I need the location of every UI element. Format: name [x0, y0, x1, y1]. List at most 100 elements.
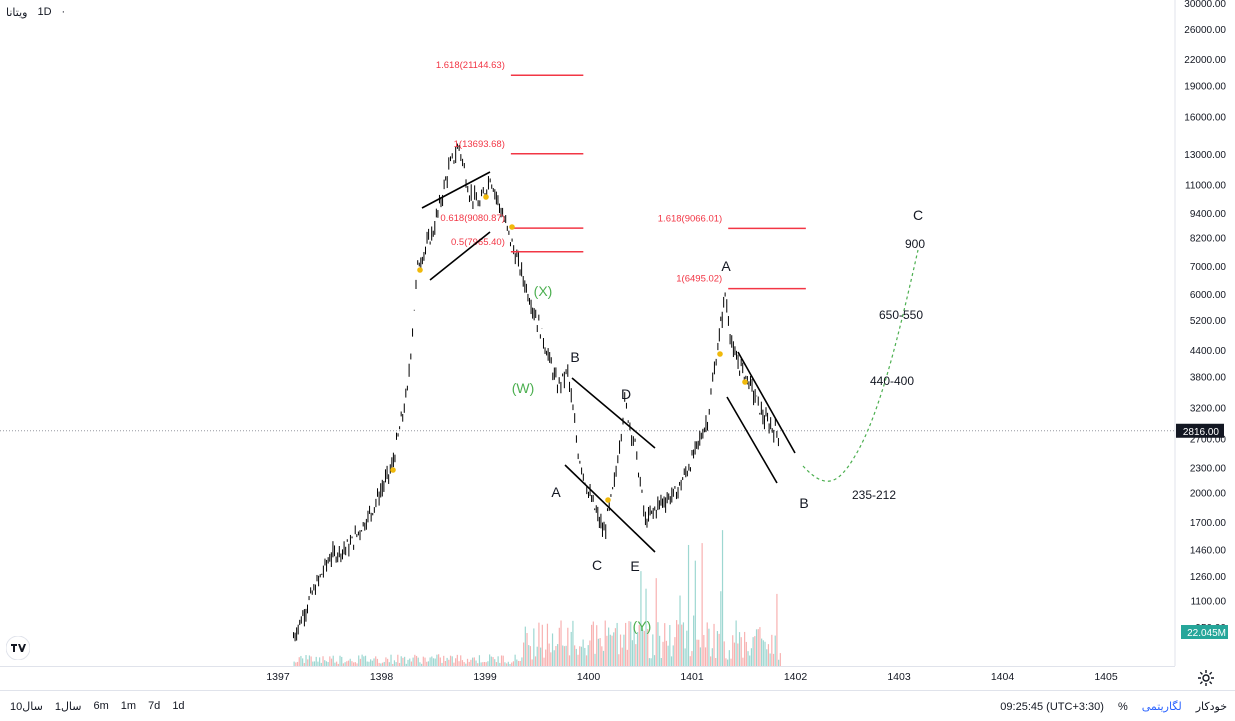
time-tick-label: 1401 [680, 671, 704, 683]
volume-bar [585, 655, 588, 666]
volume-bar [366, 661, 368, 666]
volume-bar [342, 663, 345, 666]
volume-bar [302, 658, 304, 666]
volume-bar [361, 654, 363, 666]
volume-bar [499, 662, 501, 666]
volume-bar [421, 663, 423, 666]
range-10y[interactable]: 10سال [10, 701, 43, 713]
volume-bar [446, 657, 448, 666]
volume-bar [674, 637, 676, 666]
volume-bar [762, 640, 764, 666]
wave-label: A [721, 258, 731, 274]
range-6m[interactable]: 6m [93, 700, 109, 712]
price-tick-label: 7000.00 [1190, 262, 1227, 273]
volume-bar [750, 648, 753, 666]
interval-label[interactable]: 1D [37, 6, 52, 18]
volume-bar [295, 662, 297, 666]
time-tick-label: 1402 [784, 671, 808, 683]
volume-bar [376, 658, 379, 666]
volume-bar [512, 661, 515, 666]
volume-bar [371, 660, 373, 666]
volume-bar [619, 634, 622, 666]
volume-bar [422, 656, 424, 666]
projection-path [802, 249, 919, 482]
volume-bar [325, 661, 328, 666]
tradingview-logo-icon[interactable] [6, 636, 30, 660]
volume-bar [337, 663, 339, 666]
volume-bar [747, 651, 749, 666]
volume-bar [407, 659, 409, 666]
price-tick-label: 2300.00 [1190, 463, 1227, 474]
volume-bar [691, 651, 693, 666]
volume-bar [774, 635, 776, 666]
range-1d[interactable]: 1d [172, 700, 185, 712]
log-scale-toggle[interactable]: لگاریتمی [1141, 701, 1182, 713]
volume-bar [461, 660, 464, 666]
time-tick-label: 1400 [577, 671, 601, 683]
volume-bar [640, 571, 642, 666]
volume-bar [589, 640, 591, 666]
volume-bar [721, 530, 724, 666]
volume-bar [536, 646, 538, 666]
event-marker [605, 497, 611, 503]
volume-bar [568, 655, 571, 666]
volume-bar [504, 662, 506, 666]
last-price-tag [1176, 423, 1224, 438]
volume-bar [427, 661, 430, 666]
volume-bar [541, 624, 543, 666]
price-tick-label: 9400.00 [1190, 209, 1227, 220]
range-selector: 10سال 1سال 6m 1m 7d 1d [10, 700, 185, 713]
volume-bar [327, 662, 329, 666]
event-marker [742, 379, 748, 385]
wave-label: A [551, 484, 561, 500]
volume-bar [303, 662, 305, 666]
percent-toggle[interactable]: % [1117, 700, 1128, 713]
volume-bar [642, 629, 644, 666]
volume-bar [555, 645, 557, 666]
volume-bar [334, 662, 336, 666]
time-tick-label: 1397 [266, 671, 290, 683]
range-7d[interactable]: 7d [148, 700, 161, 712]
auto-scale-toggle[interactable]: خودکار [1195, 701, 1227, 713]
volume-bar [684, 648, 686, 666]
volume-bar [767, 644, 770, 666]
fib-level-label: 1.618(21144.63) [436, 60, 505, 71]
symbol-name[interactable]: ویتانا [6, 7, 28, 19]
volume-bar [455, 658, 457, 666]
volume-bar [572, 620, 574, 666]
volume-bar [519, 660, 521, 666]
volume-bar [732, 635, 734, 666]
volume-bar [772, 653, 775, 666]
volume-bar [506, 663, 508, 666]
volume-bar [579, 646, 581, 666]
price-tick-label: 13000.00 [1184, 150, 1226, 161]
chart-canvas[interactable]: 1.618(21144.63) 1(13693.68) 0.618(9080.87)… [0, 0, 1235, 690]
clock-readout[interactable]: 09:25:45 (UTC+3:30) [1000, 700, 1104, 713]
volume-bar [453, 662, 455, 666]
volume-tag [1181, 625, 1228, 639]
volume-bar [575, 648, 577, 666]
volume-bar [543, 657, 545, 666]
volume-bar [458, 661, 460, 666]
volume-bar [523, 642, 525, 666]
volume-bar [511, 662, 513, 666]
price-tick-label: 22000.00 [1184, 55, 1226, 66]
volume-bar [660, 657, 662, 666]
price-tick-label: 11000.00 [1185, 180, 1226, 191]
volume-bar [392, 663, 394, 666]
settings-gear-icon[interactable] [1196, 668, 1216, 688]
volume-bar [633, 626, 635, 666]
volume-bar [388, 662, 390, 666]
range-1y[interactable]: 1سال [54, 701, 82, 713]
target-label: 235-212 [852, 488, 896, 502]
volume-bar [720, 591, 722, 666]
volume-bar [534, 656, 537, 666]
range-1m[interactable]: 1m [120, 700, 137, 712]
volume-bar [755, 629, 758, 666]
volume-bar [324, 660, 326, 666]
wave-label: B [799, 495, 808, 511]
volume-bar [704, 647, 707, 666]
volume-bar [604, 620, 606, 666]
volume-bar [618, 654, 620, 666]
volume-bar [402, 657, 404, 666]
